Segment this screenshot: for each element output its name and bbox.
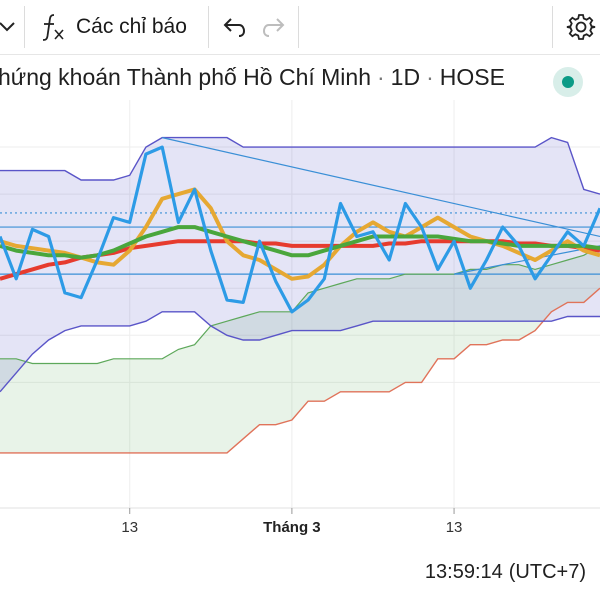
separator-dot: · — [426, 64, 434, 90]
bollinger-lower-line — [0, 311, 600, 393]
indicator-lines — [0, 136, 600, 454]
indicators-label: Các chỉ báo — [76, 15, 187, 38]
bollinger-upper-line — [0, 136, 600, 195]
time-axis-label: 13 — [446, 519, 463, 536]
clock: 13:59:14 (UTC+7) — [419, 561, 586, 584]
settings-gear-icon — [566, 14, 596, 40]
clock-time: 13:59:14 — [424, 561, 503, 583]
toolbar-divider — [298, 6, 299, 48]
indicators-button[interactable]: Các chỉ báo — [40, 0, 187, 54]
clock-timezone[interactable]: (UTC+7) — [508, 561, 586, 583]
toolbar-divider — [552, 6, 553, 48]
settings-button[interactable] — [566, 0, 596, 54]
toolbar-divider — [24, 6, 25, 48]
redo-button[interactable] — [262, 0, 286, 54]
undo-icon — [223, 18, 246, 37]
cloud-lower-edge-line — [0, 287, 600, 454]
toolbar-divider — [208, 6, 209, 48]
price-line — [0, 145, 600, 314]
chart-title: hứng khoán Thành phố Hồ Chí Minh · 1D · HOSE — [0, 64, 505, 91]
fx-icon — [42, 14, 64, 41]
exchange-label: HOSE — [439, 64, 505, 90]
ichimoku-cloud-fill — [0, 245, 600, 453]
undo-button[interactable] — [222, 0, 246, 54]
live-status-dot — [562, 76, 574, 88]
time-axis-label: Tháng 3 — [263, 519, 321, 536]
bollinger-band-fill — [0, 137, 600, 392]
chevron-down-icon — [0, 22, 15, 32]
symbol-name: hứng khoán Thành phố Hồ Chí Minh — [0, 64, 371, 90]
redo-icon — [262, 18, 285, 37]
time-axis-background — [0, 508, 600, 544]
market-status-indicator[interactable] — [553, 67, 583, 97]
separator-dot: · — [377, 64, 385, 90]
interval-dropdown[interactable] — [0, 0, 18, 54]
chart-toolbar: Các chỉ báo — [0, 0, 600, 55]
indicator-fills — [0, 137, 600, 453]
interval-label: 1D — [390, 64, 421, 90]
trendline — [162, 137, 600, 238]
time-axis-label: 13 — [121, 519, 138, 536]
